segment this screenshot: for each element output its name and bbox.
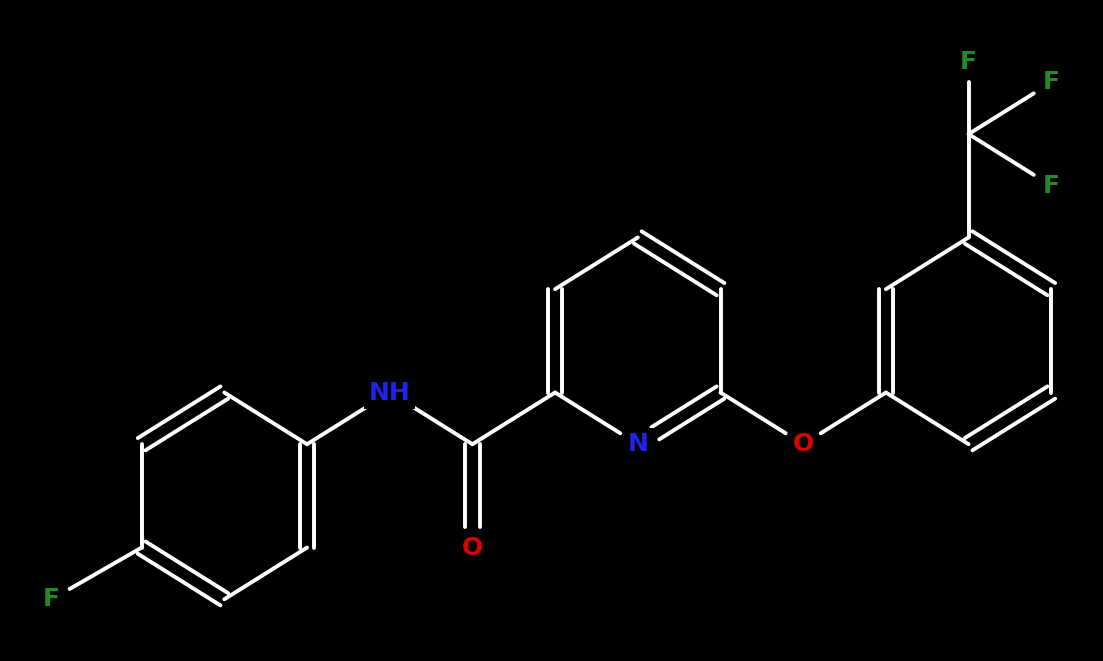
- Text: N: N: [628, 432, 649, 456]
- Text: O: O: [793, 432, 814, 456]
- Text: F: F: [1042, 174, 1060, 198]
- Text: F: F: [1042, 71, 1060, 95]
- Text: F: F: [43, 587, 61, 611]
- Text: NH: NH: [368, 381, 410, 405]
- Text: F: F: [960, 50, 977, 74]
- Text: O: O: [462, 535, 483, 560]
